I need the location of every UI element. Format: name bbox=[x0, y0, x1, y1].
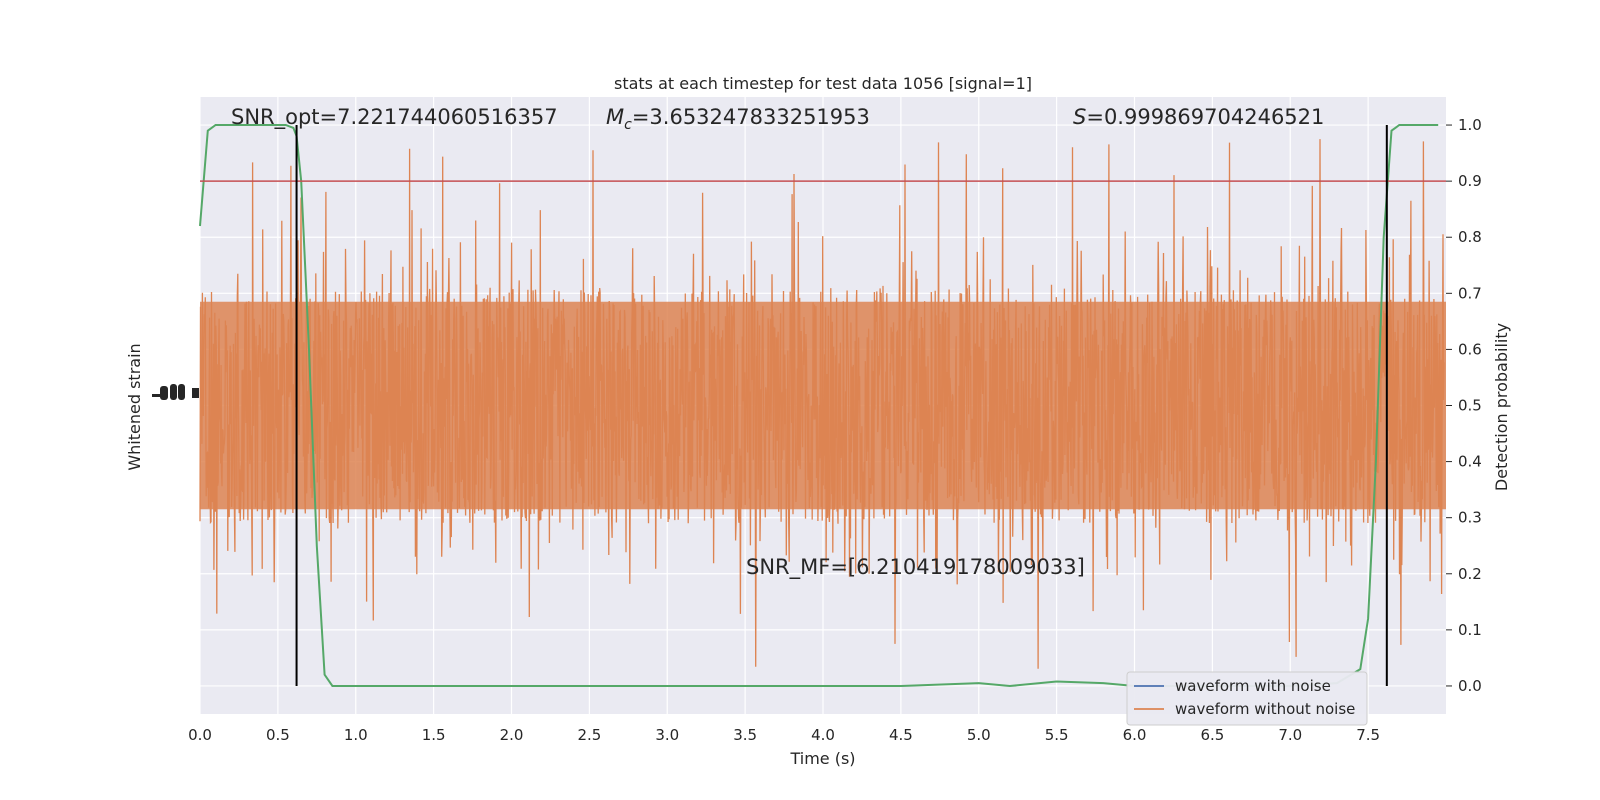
y-right-tick-label: 0.8 bbox=[1458, 228, 1482, 246]
x-tick-label: 0.0 bbox=[188, 726, 212, 744]
s-annotation: S=0.999869704246521 bbox=[1073, 105, 1324, 129]
y-right-tick-label: 0.7 bbox=[1458, 284, 1482, 302]
snr-opt-annotation: SNR_opt=7.221744060516357 bbox=[231, 105, 558, 130]
y-right-tick-label: 1.0 bbox=[1458, 116, 1482, 134]
y-right-tick-label: 0.9 bbox=[1458, 172, 1482, 190]
legend: waveform with noise waveform without noi… bbox=[1126, 671, 1368, 726]
x-tick-label: 0.5 bbox=[266, 726, 290, 744]
x-tick-label: 6.0 bbox=[1123, 726, 1147, 744]
chirp-mass-value: =3.653247833251953 bbox=[632, 105, 870, 129]
y-right-tick-label: 0.3 bbox=[1458, 509, 1482, 527]
legend-label-without-noise: waveform without noise bbox=[1175, 700, 1355, 718]
y-right-axis-label: Detection probability bbox=[1492, 323, 1511, 491]
y-left-axis-ticks bbox=[152, 384, 199, 400]
x-tick-label: 4.0 bbox=[811, 726, 835, 744]
chart-title: stats at each timestep for test data 105… bbox=[614, 74, 1032, 93]
snr-mf-annotation: SNR_MF=[6.210419178009033] bbox=[746, 555, 1085, 580]
detection-probability-series bbox=[199, 124, 1439, 688]
y-right-tick-label: 0.2 bbox=[1458, 565, 1482, 583]
y-right-tick-label: 0.6 bbox=[1458, 340, 1482, 358]
x-axis-label: Time (s) bbox=[789, 749, 855, 768]
x-tick-label: 3.0 bbox=[655, 726, 679, 744]
x-tick-label: 7.5 bbox=[1356, 726, 1380, 744]
x-tick-label: 5.5 bbox=[1045, 726, 1069, 744]
waveform-dense-band bbox=[200, 301, 1446, 510]
x-axis-ticks: 0.0 0.5 1.0 1.5 2.0 2.5 3.0 3.5 4.0 4.5 5.0 5.5 6.0 6… bbox=[188, 726, 1380, 744]
s-symbol: S bbox=[1073, 105, 1086, 129]
x-tick-label: 1.5 bbox=[422, 726, 446, 744]
y-right-tick-label: 0.0 bbox=[1458, 677, 1482, 695]
y-right-axis-ticks: 0.0 0.1 0.2 0.3 0.4 0.5 0.6 0.7 0.8 0.9 1.0 bbox=[1446, 116, 1482, 695]
x-tick-label: 7.0 bbox=[1278, 726, 1302, 744]
waveform-without-noise-series bbox=[199, 139, 1446, 669]
x-tick-label: 1.0 bbox=[344, 726, 368, 744]
x-tick-label: 6.5 bbox=[1200, 726, 1224, 744]
reference-lines bbox=[200, 125, 1446, 686]
y-right-tick-label: 0.4 bbox=[1458, 453, 1482, 471]
x-tick-label: 2.5 bbox=[577, 726, 601, 744]
y-right-tick-label: 0.1 bbox=[1458, 621, 1482, 639]
x-tick-label: 3.5 bbox=[733, 726, 757, 744]
chirp-mass-subscript: c bbox=[624, 117, 632, 133]
x-tick-label: 4.5 bbox=[889, 726, 913, 744]
legend-label-with-noise: waveform with noise bbox=[1175, 677, 1331, 695]
y-right-tick-label: 0.5 bbox=[1458, 397, 1482, 415]
detection-probability-line bbox=[199, 124, 1439, 688]
y-left-axis-label: Whitened strain bbox=[125, 343, 144, 470]
chirp-mass-annotation: Mc=3.653247833251953 bbox=[606, 105, 870, 133]
chirp-mass-symbol: M bbox=[606, 105, 624, 129]
s-value: =0.999869704246521 bbox=[1086, 105, 1324, 129]
legend-box bbox=[1126, 671, 1368, 726]
x-tick-label: 5.0 bbox=[967, 726, 991, 744]
x-tick-label: 2.0 bbox=[500, 726, 524, 744]
